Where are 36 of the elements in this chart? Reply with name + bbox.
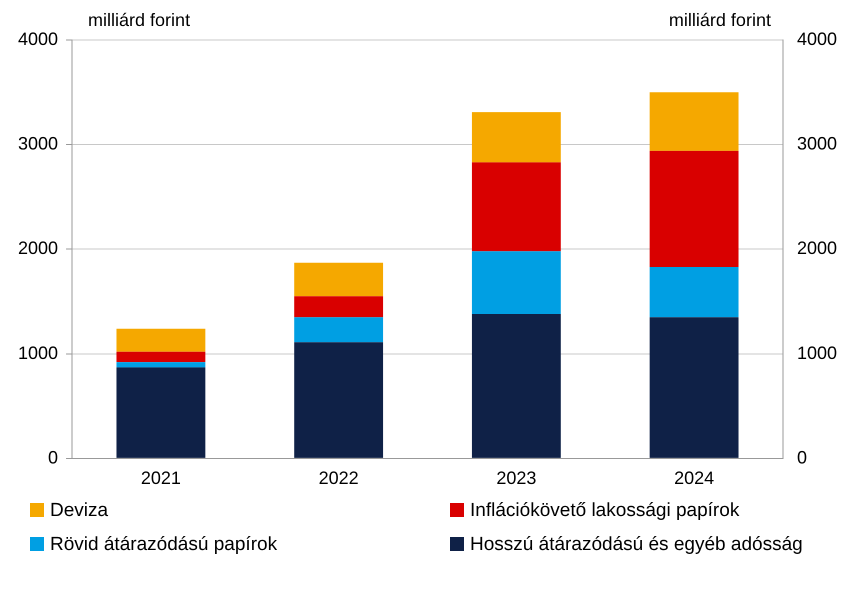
bar [650, 92, 739, 151]
bar [294, 296, 384, 318]
y-tick-label: 4000 [18, 28, 58, 49]
y-tick-label: 0 [48, 447, 58, 468]
y2-tick-label: 3000 [796, 134, 838, 154]
y2-tick-label: 4000 [796, 28, 838, 49]
bar [116, 328, 206, 352]
x-tick-label: 2023 [496, 468, 536, 488]
bar [294, 317, 384, 342]
legend-label: Hosszú átárazódású és egyéb adósság [469, 534, 804, 556]
y2-axis-title: milliárd forint [668, 10, 771, 30]
bar [116, 352, 206, 362]
legend-label: Rövid átárazódású papírok [49, 534, 278, 556]
x-tick-label: 2021 [140, 468, 181, 488]
y-tick-label: 3000 [18, 134, 58, 154]
x-tick-label: 2024 [674, 468, 714, 488]
legend-label: Inflációkövető lakossági papírok [469, 500, 740, 522]
y-tick-label: 2000 [18, 238, 58, 258]
y2-tick-label: 1000 [796, 342, 838, 363]
y2-tick-label: 0 [796, 447, 807, 468]
bar [650, 266, 739, 318]
bar [472, 251, 561, 314]
legend-label: Deviza [49, 500, 110, 522]
bar [472, 112, 561, 162]
x-tick-label: 2022 [318, 468, 359, 488]
bar [294, 342, 384, 458]
y-tick-label: 1000 [18, 342, 58, 363]
bar [472, 162, 561, 252]
bar [294, 262, 384, 296]
bar [472, 314, 561, 458]
y2-tick-label: 2000 [796, 238, 838, 258]
bar [116, 362, 206, 368]
bar [116, 367, 206, 458]
bar [650, 317, 739, 458]
bar [650, 150, 739, 267]
y-axis-title: milliárd forint [88, 10, 190, 30]
